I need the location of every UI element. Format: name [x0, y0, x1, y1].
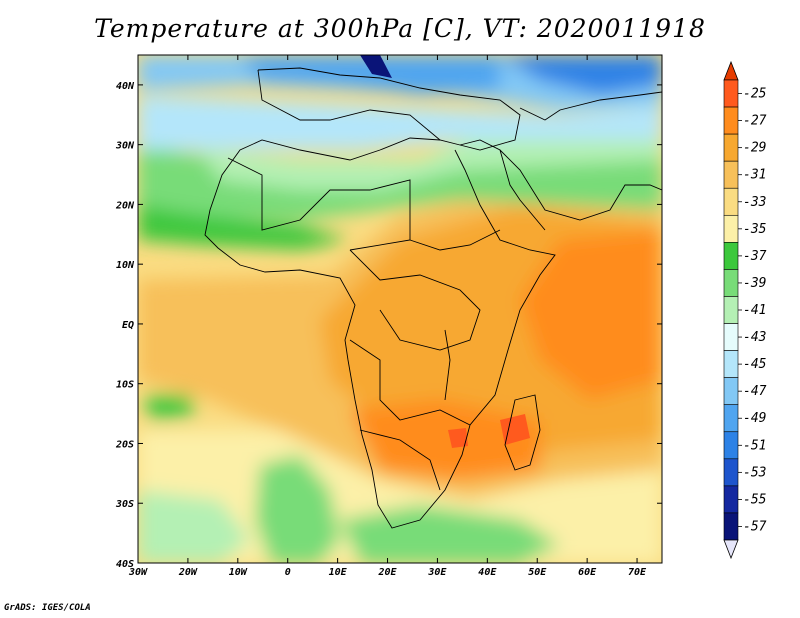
colorbar-swatch	[723, 350, 739, 378]
lon-label: 30W	[128, 567, 148, 578]
lat-label: 30S	[115, 499, 134, 510]
colorbar-label: -31	[743, 168, 766, 183]
colorbar-swatch	[723, 133, 739, 162]
colorbar-swatch	[723, 242, 739, 270]
plot-frame	[137, 54, 663, 564]
lat-label: EQ	[122, 320, 134, 331]
colorbar-swatch	[723, 458, 739, 487]
colorbar-swatch	[723, 323, 739, 351]
lon-label: 70E	[628, 567, 647, 578]
colorbar-swatch	[723, 214, 739, 243]
colorbar-label: -25	[743, 87, 767, 102]
grads-credit: GrADS: IGES/COLA	[4, 603, 91, 613]
colorbar-label: -55	[743, 492, 767, 507]
colorbar-swatch	[723, 160, 739, 189]
colorbar-label: -51	[743, 438, 766, 453]
colorbar-label: -33	[743, 195, 766, 210]
lat-label: 20N	[115, 200, 135, 211]
colorbar-label: -41	[743, 303, 766, 318]
colorbar-label: -27	[743, 114, 767, 129]
lon-label: 20W	[178, 567, 198, 578]
colorbar-swatch	[723, 269, 739, 297]
colorbar-swatch	[723, 187, 739, 216]
lon-label: 40E	[478, 567, 497, 578]
longitude-axis: 30W 20W 10W 0 10E 20E 30E 40E 50E 60E 70E	[128, 55, 647, 578]
colorbar-swatch	[723, 404, 739, 433]
chart-title: Temperature at 300hPa [C], VT: 202001191…	[94, 14, 706, 43]
colorbar-label: -45	[743, 357, 767, 372]
colorbar-label: -43	[743, 330, 766, 345]
colorbar-top-arrow	[723, 60, 739, 81]
colorbar-label: -47	[743, 384, 767, 399]
lon-label: 50E	[528, 567, 547, 578]
colorbar-bottom-arrow	[723, 539, 739, 560]
colorbar-swatch	[723, 377, 739, 406]
colorbar-swatch	[723, 79, 739, 108]
colorbar-label: -57	[743, 519, 767, 534]
colorbar-label: -35	[743, 222, 767, 237]
lat-label: 40N	[116, 81, 135, 92]
lon-label: 60E	[578, 567, 597, 578]
lon-label: 0	[285, 567, 291, 578]
colorbar-swatch	[723, 296, 739, 324]
colorbar-swatch	[723, 106, 739, 135]
lat-label: 10S	[116, 380, 134, 391]
lat-label: 40S	[116, 559, 134, 570]
lat-label: 10N	[116, 260, 135, 271]
colorbar-label: -53	[743, 465, 766, 480]
lat-label: 20S	[115, 439, 134, 450]
colorbar-swatch	[723, 512, 739, 541]
colorbar: -25 -27 -29 -31 -33 -35 -37 -39 -41 -43 -45 -47 -49 -…	[723, 60, 767, 560]
colorbar-swatch	[723, 431, 739, 460]
latitude-axis: 40N 30N 20N 10N EQ 10S 20S 30S 40S	[115, 81, 662, 570]
lon-label: 20E	[377, 567, 397, 578]
lon-label: 10W	[229, 567, 248, 578]
coastlines	[204, 67, 662, 529]
colorbar-label: -29	[743, 141, 766, 156]
colorbar-swatch	[723, 485, 739, 514]
colorbar-label: -39	[743, 276, 766, 291]
colorbar-label: -37	[743, 249, 767, 264]
lat-label: 30N	[115, 141, 135, 152]
lon-label: 30E	[427, 567, 447, 578]
colorbar-label: -49	[743, 411, 766, 426]
lon-label: 10E	[329, 567, 348, 578]
temperature-field	[138, 55, 662, 563]
